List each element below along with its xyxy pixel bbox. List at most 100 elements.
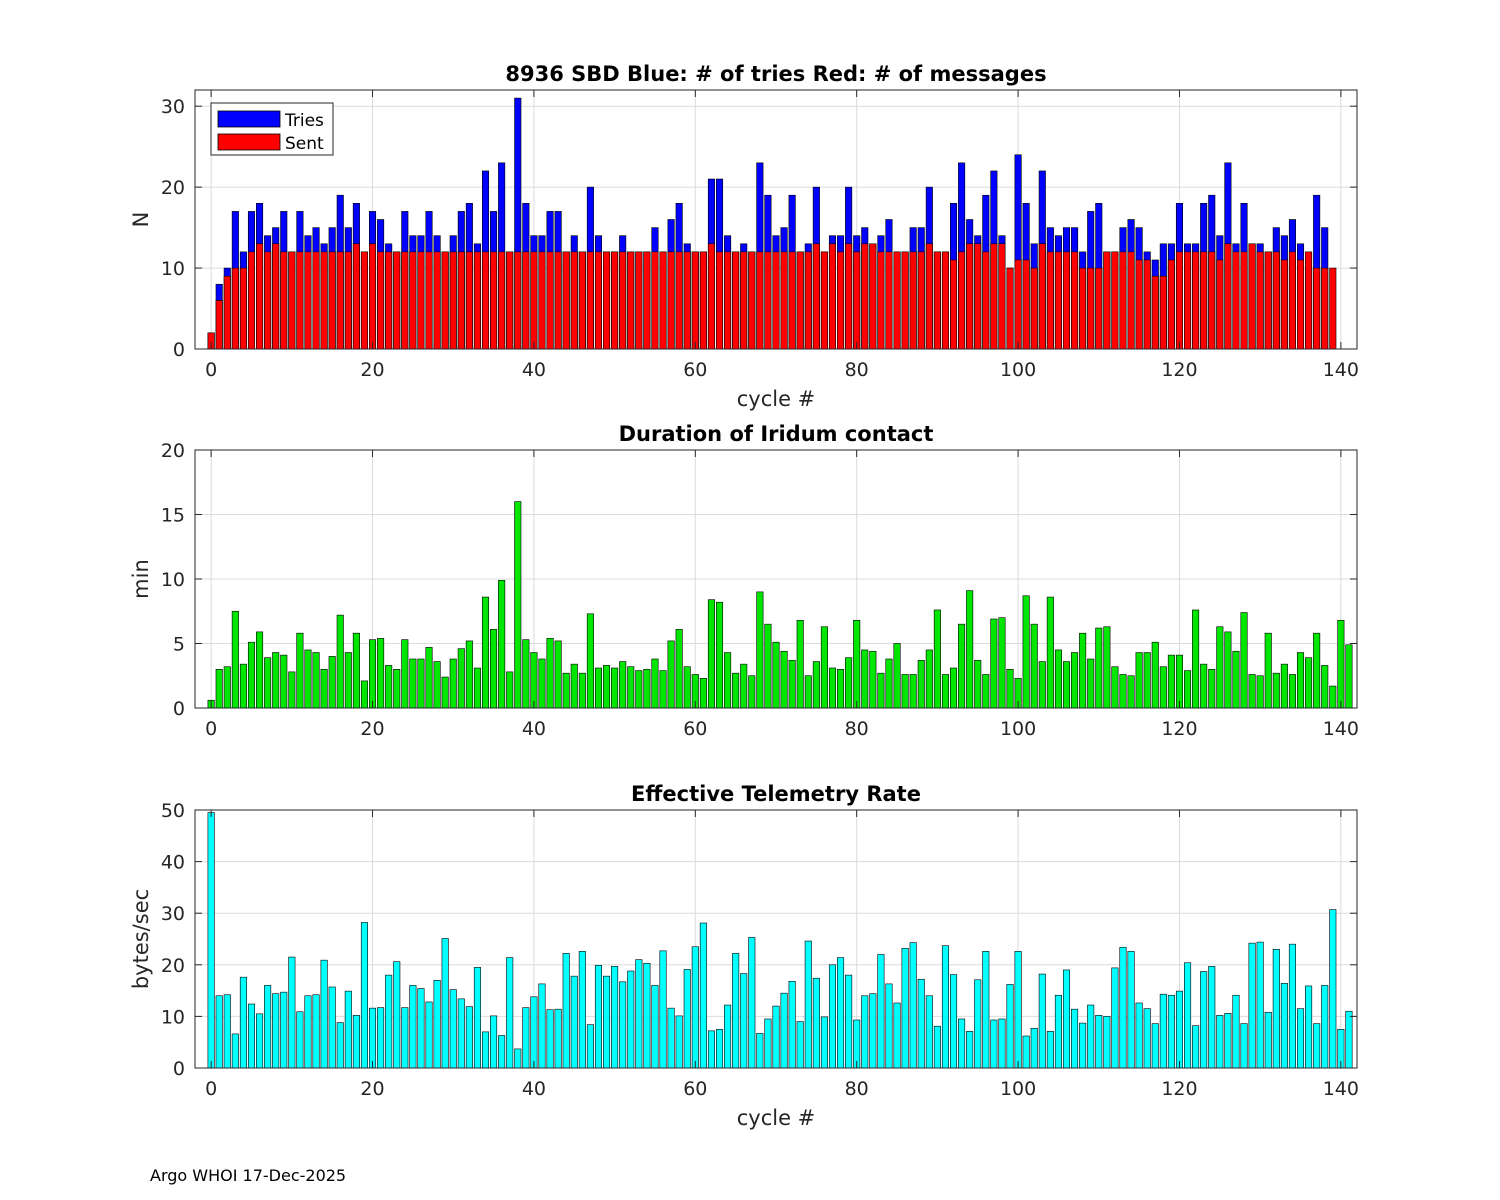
bar-rate xyxy=(514,1048,522,1069)
bar-rate xyxy=(982,951,990,1069)
x-tick-label: 60 xyxy=(683,1078,707,1100)
x-tick-label: 40 xyxy=(522,1078,546,1100)
bar-duration xyxy=(1143,652,1151,709)
bar-duration xyxy=(748,675,756,709)
bar-sent xyxy=(409,251,417,350)
y-axis-label: N xyxy=(129,212,153,228)
bar-sent xyxy=(1216,259,1224,350)
bar-sent xyxy=(449,251,457,350)
bar-rate xyxy=(1224,1013,1232,1069)
bar-rate xyxy=(1329,909,1337,1069)
bar-duration xyxy=(756,591,764,709)
axes-box xyxy=(194,809,1358,1069)
bar-rate xyxy=(506,957,514,1069)
x-tick-label: 140 xyxy=(1323,1078,1359,1100)
bar-rate xyxy=(1151,1023,1159,1069)
bar-sent xyxy=(982,251,990,350)
bar-duration xyxy=(683,666,691,709)
bar-sent xyxy=(393,251,401,350)
bar-duration xyxy=(1135,652,1143,709)
bar-duration xyxy=(578,672,586,709)
bar-duration xyxy=(982,674,990,709)
bar-duration xyxy=(732,672,740,709)
bar-sent xyxy=(562,251,570,350)
bar-duration xyxy=(635,670,643,709)
bar-sent xyxy=(336,251,344,350)
bar-duration xyxy=(917,659,925,709)
bar-rate xyxy=(909,942,917,1069)
bar-rate xyxy=(481,1031,490,1069)
bar-rate xyxy=(1296,1008,1305,1069)
bar-rate xyxy=(796,1021,804,1069)
bar-rate xyxy=(1280,983,1288,1069)
bar-duration xyxy=(506,671,514,709)
bar-sent xyxy=(264,251,272,350)
bar-rate xyxy=(530,996,538,1069)
chart-title: Effective Telemetry Rate xyxy=(631,782,921,806)
bar-rate xyxy=(958,1018,966,1069)
bar-rate xyxy=(990,1019,998,1069)
bar-sent xyxy=(433,251,441,350)
bar-rate xyxy=(546,1009,554,1069)
bar-duration xyxy=(1103,626,1111,709)
bar-duration xyxy=(796,619,804,709)
x-tick-label: 140 xyxy=(1323,718,1359,740)
x-tick-label: 20 xyxy=(360,359,384,381)
bar-sent xyxy=(506,251,514,350)
bar-rate xyxy=(562,953,570,1069)
y-tick-label: 20 xyxy=(161,955,185,977)
x-tick-label: 120 xyxy=(1161,1078,1197,1100)
bar-duration xyxy=(1256,675,1264,709)
bar-rate xyxy=(1232,994,1240,1069)
bar-sent xyxy=(643,251,651,350)
bar-duration xyxy=(845,657,853,709)
bar-sent xyxy=(611,251,619,350)
bar-rate xyxy=(433,979,441,1069)
bar-duration xyxy=(764,623,772,709)
bar-sent xyxy=(401,251,409,350)
bar-rate xyxy=(974,979,982,1069)
bar-rate xyxy=(457,998,465,1069)
bar-duration xyxy=(1208,668,1216,709)
bar-duration xyxy=(344,652,352,709)
bar-rate xyxy=(1208,966,1216,1069)
bar-duration xyxy=(441,676,449,709)
bar-duration xyxy=(974,659,982,709)
bar-duration xyxy=(812,661,820,709)
bar-sent xyxy=(1208,251,1216,350)
bar-sent xyxy=(909,251,917,350)
bar-sent xyxy=(845,243,853,350)
bar-sent xyxy=(1062,251,1071,350)
bar-sent xyxy=(1095,267,1103,350)
bar-sent xyxy=(925,243,933,350)
bar-sent xyxy=(465,251,473,350)
bar-duration xyxy=(619,661,627,709)
bar-duration xyxy=(465,640,473,709)
bar-duration xyxy=(546,638,554,709)
bar-duration xyxy=(538,658,546,709)
bar-sent xyxy=(748,251,756,350)
bar-rate xyxy=(724,1004,732,1069)
bar-duration xyxy=(409,658,417,709)
bar-duration xyxy=(1305,657,1313,709)
bar-sent xyxy=(958,251,966,350)
bar-rate xyxy=(1071,1008,1079,1069)
bar-sent xyxy=(1071,251,1079,350)
bar-sent xyxy=(1159,275,1167,350)
bar-duration xyxy=(425,647,433,709)
bar-sent xyxy=(724,251,732,350)
bar-sent xyxy=(1313,267,1321,350)
bar-duration xyxy=(417,658,425,709)
bar-sent xyxy=(1151,275,1159,350)
bar-duration xyxy=(554,640,562,709)
bar-duration xyxy=(804,675,812,709)
bar-duration xyxy=(296,632,304,709)
bar-rate xyxy=(748,937,756,1069)
bar-rate xyxy=(707,1030,715,1069)
bar-duration xyxy=(627,666,635,709)
bar-sent xyxy=(490,251,498,350)
bar-rate xyxy=(828,964,837,1069)
bar-duration xyxy=(1224,631,1232,709)
bar-rate xyxy=(417,988,425,1069)
bar-duration xyxy=(336,614,344,709)
